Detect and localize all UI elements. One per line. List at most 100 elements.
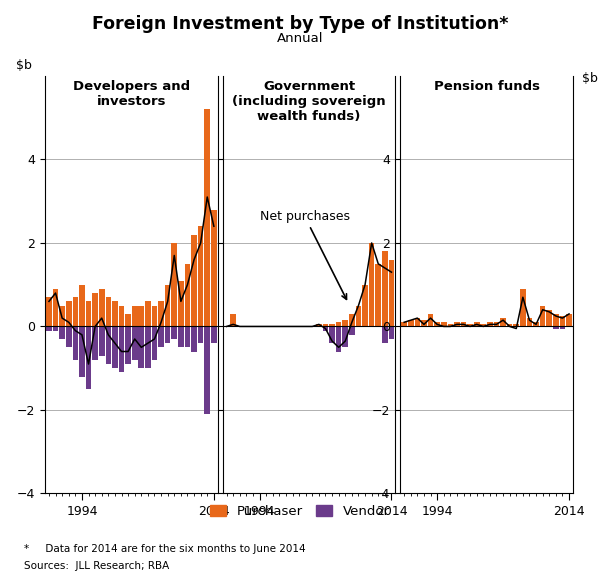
Bar [500, 318, 506, 326]
Bar [467, 324, 473, 326]
Bar [112, 301, 118, 326]
Bar [46, 326, 52, 331]
Bar [66, 326, 71, 347]
Bar [507, 324, 512, 326]
Bar [152, 305, 157, 326]
Text: *     Data for 2014 are for the six months to June 2014: * Data for 2014 are for the six months t… [24, 544, 305, 554]
Bar [527, 318, 532, 326]
Bar [112, 326, 118, 369]
Bar [132, 326, 137, 360]
Bar [145, 326, 151, 369]
Bar [389, 260, 394, 326]
Bar [329, 326, 335, 343]
Bar [165, 285, 170, 326]
Bar [553, 314, 559, 326]
Text: Developers and
investors: Developers and investors [73, 80, 190, 108]
Bar [566, 314, 572, 326]
Text: Government
(including sovereign
wealth funds): Government (including sovereign wealth f… [232, 80, 386, 123]
Bar [79, 326, 85, 377]
Bar [73, 326, 78, 360]
Bar [178, 280, 184, 326]
Bar [540, 305, 545, 326]
Bar [401, 322, 407, 326]
Bar [59, 326, 65, 339]
Bar [139, 305, 144, 326]
Bar [53, 289, 58, 326]
Bar [73, 297, 78, 326]
Bar [125, 314, 131, 326]
Bar [92, 326, 98, 360]
Bar [487, 322, 493, 326]
Bar [92, 293, 98, 326]
Bar [125, 326, 131, 364]
Bar [185, 264, 190, 326]
Bar [99, 289, 104, 326]
Text: Foreign Investment by Type of Institution*: Foreign Investment by Type of Institutio… [92, 15, 508, 33]
Text: Net purchases: Net purchases [260, 210, 350, 300]
Text: Pension funds: Pension funds [434, 80, 539, 93]
Bar [454, 322, 460, 326]
Bar [230, 314, 236, 326]
Bar [46, 297, 52, 326]
Bar [172, 326, 177, 339]
Bar [428, 314, 433, 326]
Bar [323, 324, 328, 326]
Bar [323, 326, 328, 331]
Bar [152, 326, 157, 360]
Bar [316, 324, 322, 326]
Y-axis label: $b: $b [583, 72, 598, 85]
Bar [349, 314, 355, 326]
Bar [172, 243, 177, 326]
Bar [79, 285, 85, 326]
Bar [205, 109, 210, 326]
Bar [59, 305, 65, 326]
Bar [421, 320, 427, 326]
Bar [560, 326, 565, 329]
Bar [336, 326, 341, 352]
Bar [514, 324, 519, 326]
Bar [461, 322, 466, 326]
Text: Sources:  JLL Research; RBA: Sources: JLL Research; RBA [24, 561, 169, 571]
Bar [494, 322, 499, 326]
Bar [343, 326, 348, 347]
Bar [132, 305, 137, 326]
Bar [441, 322, 446, 326]
Bar [329, 324, 335, 326]
Bar [349, 326, 355, 335]
Bar [145, 301, 151, 326]
Bar [119, 326, 124, 373]
Bar [198, 326, 203, 343]
Bar [106, 297, 111, 326]
Bar [520, 289, 526, 326]
Bar [382, 326, 388, 343]
Bar [474, 322, 479, 326]
Text: Annual: Annual [277, 32, 323, 45]
Bar [99, 326, 104, 356]
Y-axis label: $b: $b [16, 59, 32, 72]
Bar [376, 264, 381, 326]
Bar [66, 301, 71, 326]
Bar [389, 326, 394, 339]
Bar [119, 305, 124, 326]
Bar [336, 322, 341, 326]
Bar [553, 326, 559, 329]
Bar [343, 320, 348, 326]
Bar [356, 305, 361, 326]
Bar [86, 326, 91, 389]
Bar [434, 322, 440, 326]
Bar [211, 326, 217, 343]
Bar [158, 301, 164, 326]
Bar [547, 310, 552, 326]
Bar [362, 285, 368, 326]
Bar [448, 324, 453, 326]
Bar [106, 326, 111, 364]
Bar [205, 326, 210, 414]
Bar [211, 210, 217, 326]
Bar [369, 243, 374, 326]
Bar [53, 326, 58, 331]
Bar [198, 226, 203, 326]
Bar [178, 326, 184, 347]
Bar [139, 326, 144, 369]
Bar [481, 324, 486, 326]
Bar [158, 326, 164, 347]
